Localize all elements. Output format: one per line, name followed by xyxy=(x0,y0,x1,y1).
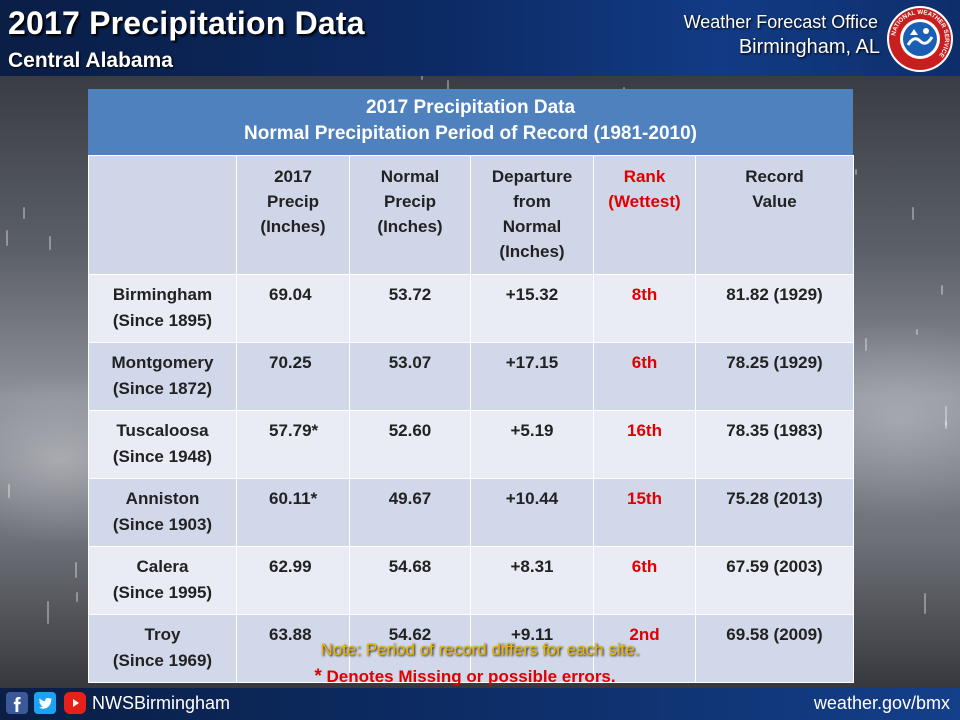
office-name: Weather Forecast Office xyxy=(683,12,878,32)
header-rank: Rank (Wettest) xyxy=(593,155,696,275)
record-cell: 75.28 (2013) xyxy=(695,478,854,547)
precip-cell: 70.25 xyxy=(236,342,350,411)
record-cell: 78.25 (1929) xyxy=(695,342,854,411)
normal-cell: 52.60 xyxy=(349,410,471,479)
table-row: Birmingham (Since 1895) 69.04 53.72 +15.3… xyxy=(88,274,854,343)
departure-cell: +9.11 xyxy=(470,614,594,683)
raindrop xyxy=(924,593,926,614)
rank-cell: 16th xyxy=(593,410,696,479)
departure-cell: +15.32 xyxy=(470,274,594,343)
table-row: Troy (Since 1969) 63.88 54.62 +9.11 2nd 6… xyxy=(88,614,854,683)
page-subtitle: Central Alabama xyxy=(8,49,173,72)
departure-cell: +10.44 xyxy=(470,478,594,547)
rank-cell: 6th xyxy=(593,342,696,411)
table-row: Calera (Since 1995) 62.99 54.68 +8.31 6th… xyxy=(88,546,854,615)
table-row: Anniston (Since 1903) 60.11* 49.67 +10.44… xyxy=(88,478,854,547)
header-site xyxy=(88,155,237,275)
raindrop xyxy=(23,207,25,219)
raindrop xyxy=(76,592,78,602)
website-link[interactable]: weather.gov/bmx xyxy=(813,693,950,713)
header-normal-precip: Normal Precip (Inches) xyxy=(349,155,471,275)
missing-data-text: Denotes Missing or possible errors. xyxy=(326,667,616,686)
normal-cell: 53.72 xyxy=(349,274,471,343)
header-bar: 2017 Precipitation Data Central Alabama … xyxy=(0,0,960,76)
precip-cell: 62.99 xyxy=(236,546,350,615)
rank-cell: 15th xyxy=(593,478,696,547)
missing-data-note: * Denotes Missing or possible errors. xyxy=(0,666,930,688)
header-2017-precip: 2017 Precip (Inches) xyxy=(236,155,350,275)
page-title: 2017 Precipitation Data xyxy=(8,5,365,41)
raindrop xyxy=(8,484,10,498)
rank-cell: 6th xyxy=(593,546,696,615)
normal-cell: 54.62 xyxy=(349,614,471,683)
table-header-row: 2017 Precip (Inches) Normal Precip (Inches) … xyxy=(88,155,854,275)
site-cell: Troy (Since 1969) xyxy=(88,614,237,683)
departure-cell: +5.19 xyxy=(470,410,594,479)
asterisk: * xyxy=(314,666,322,687)
rank-cell: 2nd xyxy=(593,614,696,683)
header-departure: Departure from Normal (Inches) xyxy=(470,155,594,275)
twitter-icon[interactable] xyxy=(34,692,56,714)
raindrop xyxy=(945,421,947,429)
site-cell: Anniston (Since 1903) xyxy=(88,478,237,547)
departure-cell: +8.31 xyxy=(470,546,594,615)
youtube-icon[interactable] xyxy=(64,692,86,714)
normal-cell: 49.67 xyxy=(349,478,471,547)
raindrop xyxy=(855,169,857,175)
table-subtitle: Normal Precipitation Period of Record (1… xyxy=(244,123,697,144)
period-note: Note: Period of record differs for each … xyxy=(320,640,640,659)
raindrop xyxy=(865,338,867,351)
record-cell: 69.58 (2009) xyxy=(695,614,854,683)
raindrop xyxy=(945,406,947,426)
raindrop xyxy=(47,601,49,624)
normal-cell: 53.07 xyxy=(349,342,471,411)
raindrop xyxy=(75,562,77,578)
record-cell: 67.59 (2003) xyxy=(695,546,854,615)
nws-logo: NATIONAL WEATHER SERVICE xyxy=(887,6,953,72)
normal-cell: 54.68 xyxy=(349,546,471,615)
table-row: Tuscaloosa (Since 1948) 57.79* 52.60 +5.1… xyxy=(88,410,854,479)
site-cell: Tuscaloosa (Since 1948) xyxy=(88,410,237,479)
table-row: Montgomery (Since 1872) 70.25 53.07 +17.1… xyxy=(88,342,854,411)
social-handle[interactable]: NWSBirmingham xyxy=(92,693,231,713)
precip-cell: 57.79* xyxy=(236,410,350,479)
raindrop xyxy=(6,230,8,246)
raindrop xyxy=(912,207,914,220)
precip-cell: 60.11* xyxy=(236,478,350,547)
site-cell: Montgomery (Since 1872) xyxy=(88,342,237,411)
table-title-bar: 2017 Precipitation Data Normal Precipita… xyxy=(88,89,853,155)
table-title: 2017 Precipitation Data xyxy=(365,97,576,118)
data-panel: 2017 Precipitation Data Normal Precipita… xyxy=(88,89,854,683)
raindrop xyxy=(916,329,918,335)
site-cell: Calera (Since 1995) xyxy=(88,546,237,615)
rank-cell: 8th xyxy=(593,274,696,343)
record-cell: 81.82 (1929) xyxy=(695,274,854,343)
header-record-value: Record Value xyxy=(695,155,854,275)
facebook-icon[interactable] xyxy=(6,692,28,714)
precipitation-table: 2017 Precip (Inches) Normal Precip (Inches) … xyxy=(88,155,854,683)
footer-bar: NWSBirmingham weather.gov/bmx xyxy=(0,688,960,720)
departure-cell: +17.15 xyxy=(470,342,594,411)
raindrop xyxy=(941,285,943,295)
record-cell: 78.35 (1983) xyxy=(695,410,854,479)
precip-cell: 69.04 xyxy=(236,274,350,343)
office-location: Birmingham, AL xyxy=(738,36,880,58)
site-cell: Birmingham (Since 1895) xyxy=(88,274,237,343)
raindrop xyxy=(49,236,51,250)
precip-cell: 63.88 xyxy=(236,614,350,683)
